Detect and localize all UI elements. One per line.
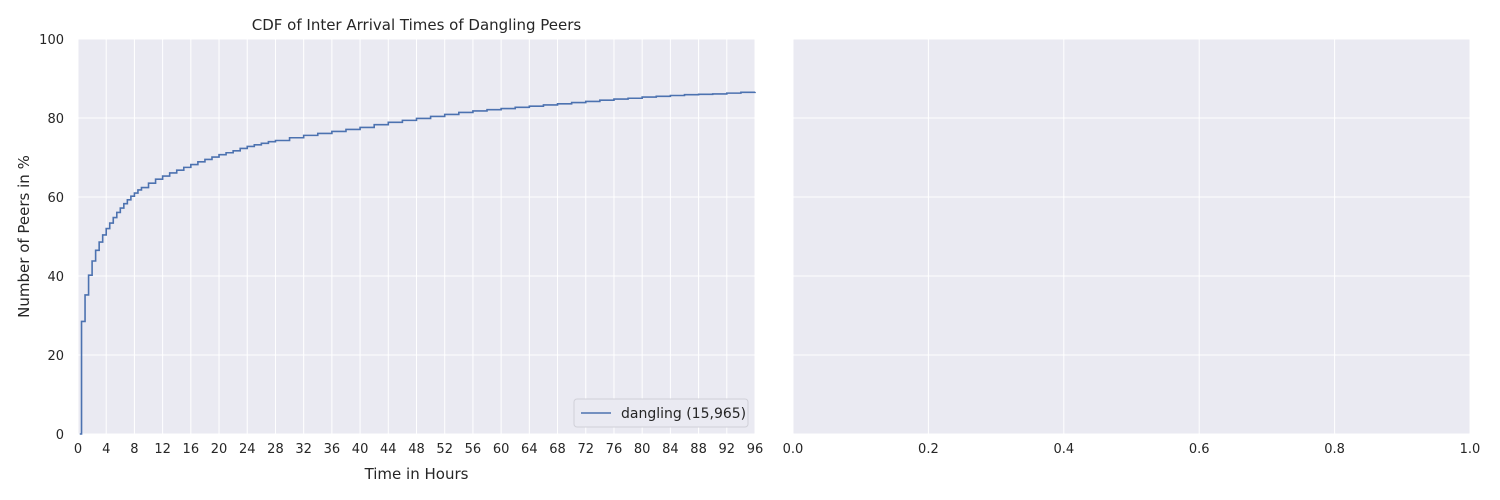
left-y-tick-label: 0 [56,428,64,443]
right-x-tick-label: 0.4 [1053,442,1074,457]
left-x-tick-label: 48 [408,442,425,457]
left-y-tick-label: 80 [47,112,64,127]
right-x-tick-label: 0.2 [918,442,939,457]
left-x-tick-label: 40 [352,442,369,457]
left-x-tick-label: 80 [634,442,651,457]
left-x-tick-label: 24 [239,442,256,457]
right-x-tick-label: 0.6 [1189,442,1210,457]
left-y-tick-label: 40 [47,270,64,285]
left-x-tick-label: 36 [324,442,341,457]
right-x-tick-labels: 0.0 0.2 0.4 0.6 0.8 1.0 [783,442,1481,457]
left-gridlines [77,38,756,435]
series-line-dangling [79,91,756,435]
left-y-tick-labels: 0 20 40 60 80 100 [39,33,64,443]
left-x-tick-label: 72 [577,442,594,457]
left-x-tick-label: 16 [183,442,200,457]
left-x-tick-label: 52 [436,442,453,457]
left-y-tick-label: 100 [39,33,64,48]
legend-box [573,398,749,428]
left-x-tick-label: 20 [211,442,228,457]
left-x-tick-label: 88 [690,442,707,457]
left-x-tick-label: 56 [465,442,482,457]
left-series-group [79,91,756,435]
left-x-tick-label: 32 [295,442,312,457]
left-x-tick-label: 8 [130,442,138,457]
right-gridlines [792,38,1471,435]
left-x-tick-label: 96 [747,442,764,457]
left-x-tick-label: 64 [521,442,538,457]
left-x-tick-label: 84 [662,442,679,457]
left-y-axis-label: Number of Peers in % [15,155,33,318]
left-x-tick-label: 68 [549,442,566,457]
left-x-tick-label: 92 [719,442,736,457]
left-x-tick-label: 0 [74,442,82,457]
legend-label: dangling (15,965) [621,406,746,422]
left-x-tick-label: 4 [102,442,110,457]
legend: dangling (15,965) [573,398,749,428]
left-x-tick-label: 60 [493,442,510,457]
right-x-tick-label: 1.0 [1460,442,1481,457]
left-x-axis-label: Time in Hours [364,465,469,483]
left-x-tick-label: 76 [606,442,623,457]
left-x-tick-label: 12 [154,442,171,457]
right-panel: 0.0 0.2 0.4 0.6 0.8 1.0 [783,38,1481,457]
left-x-tick-label: 44 [380,442,397,457]
left-chart-title: CDF of Inter Arrival Times of Dangling P… [252,16,582,34]
left-x-tick-label: 28 [267,442,284,457]
right-x-tick-label: 0.8 [1324,442,1345,457]
right-x-tick-label: 0.0 [783,442,804,457]
right-plot-area [793,39,1470,434]
left-x-tick-labels: 0 4 8 12 16 20 24 28 32 36 40 44 48 52 56 60 64 68 72 76 80 8… [74,442,763,457]
left-panel: 0 4 8 12 16 20 24 28 32 36 40 44 48 52 56 60 64 68 72 76 80 8… [15,16,763,483]
left-y-tick-label: 20 [47,349,64,364]
left-y-tick-label: 60 [47,191,64,206]
